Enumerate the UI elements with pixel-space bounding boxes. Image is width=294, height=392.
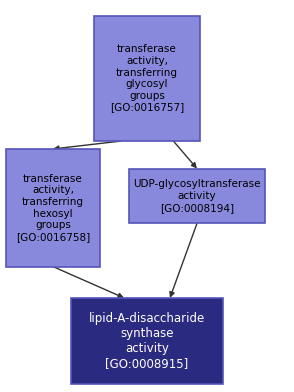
Text: UDP-glycosyltransferase
activity
[GO:0008194]: UDP-glycosyltransferase activity [GO:000… (133, 180, 261, 212)
Text: lipid-A-disaccharide
synthase
activity
[GO:0008915]: lipid-A-disaccharide synthase activity [… (89, 312, 205, 370)
FancyBboxPatch shape (71, 298, 223, 384)
FancyBboxPatch shape (94, 16, 200, 141)
FancyBboxPatch shape (6, 149, 100, 267)
FancyBboxPatch shape (129, 169, 265, 223)
Text: transferase
activity,
transferring
hexosyl
groups
[GO:0016758]: transferase activity, transferring hexos… (16, 174, 90, 242)
Text: transferase
activity,
transferring
glycosyl
groups
[GO:0016757]: transferase activity, transferring glyco… (110, 44, 184, 113)
